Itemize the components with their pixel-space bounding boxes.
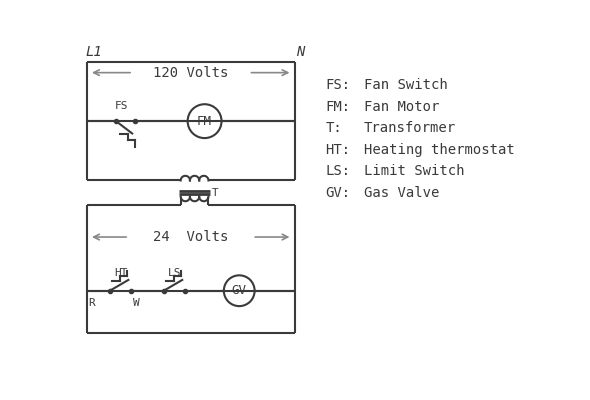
Text: T: T (211, 188, 218, 198)
Text: GV:: GV: (326, 186, 350, 200)
Text: FS: FS (114, 101, 128, 111)
Text: Gas Valve: Gas Valve (364, 186, 440, 200)
Text: 120 Volts: 120 Volts (153, 66, 228, 80)
Text: T:: T: (326, 121, 342, 135)
Text: L1: L1 (85, 45, 102, 59)
Text: LS:: LS: (326, 164, 350, 178)
Text: Heating thermostat: Heating thermostat (364, 143, 514, 157)
Text: Fan Switch: Fan Switch (364, 78, 448, 92)
Text: HT:: HT: (326, 143, 350, 157)
Text: FS:: FS: (326, 78, 350, 92)
Text: LS: LS (168, 268, 181, 278)
Text: Transformer: Transformer (364, 121, 456, 135)
Text: Fan Motor: Fan Motor (364, 100, 440, 114)
Text: FM: FM (197, 115, 212, 128)
Text: Limit Switch: Limit Switch (364, 164, 464, 178)
Text: HT: HT (114, 268, 127, 278)
Text: FM:: FM: (326, 100, 350, 114)
Text: W: W (133, 298, 140, 308)
Text: 24  Volts: 24 Volts (153, 230, 228, 244)
Text: R: R (88, 298, 95, 308)
Text: N: N (296, 45, 304, 59)
Text: GV: GV (232, 284, 247, 297)
